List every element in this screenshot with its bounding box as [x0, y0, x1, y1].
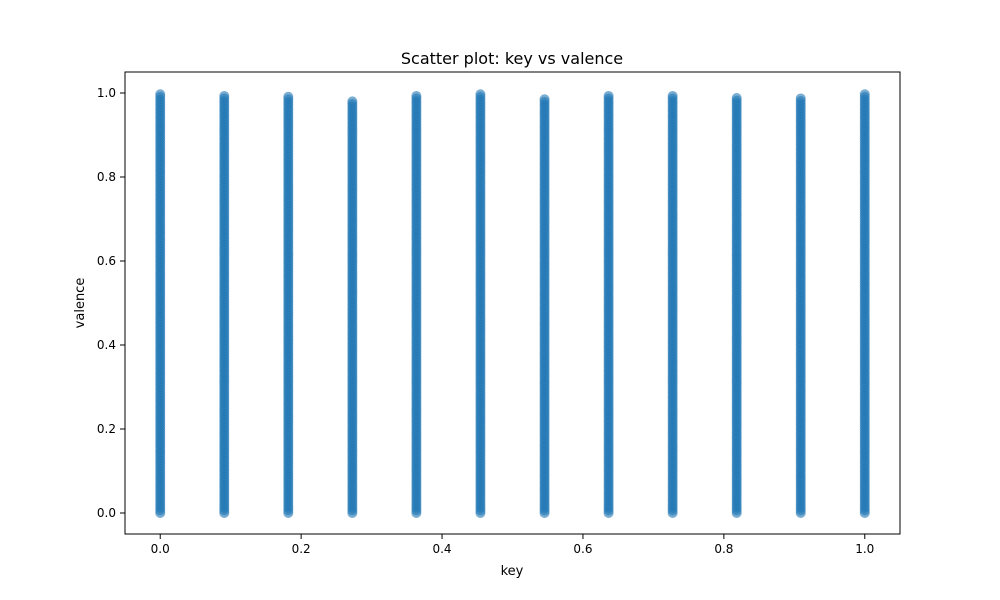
- x-tick-label: 0.2: [292, 542, 311, 556]
- scatter-point: [731, 93, 742, 104]
- scatter-point: [283, 91, 294, 102]
- scatter-point: [859, 89, 870, 100]
- scatter-point: [347, 96, 358, 107]
- x-tick-label: 1.0: [855, 542, 874, 556]
- scatter-point: [795, 93, 806, 104]
- plot-frame: [124, 71, 901, 535]
- y-tick-label: 0.2: [97, 422, 116, 436]
- x-axis: 0.0 0.2 0.4 0.6 0.8 1.0: [151, 534, 874, 556]
- chart-title: Scatter plot: key vs valence: [401, 49, 623, 68]
- x-tick-label: 0.0: [151, 542, 170, 556]
- scatter-point: [219, 90, 230, 101]
- scatter-point: [603, 90, 614, 101]
- y-axis: 0.0 0.2 0.4 0.6 0.8 1.0: [97, 86, 125, 520]
- scatter-point: [667, 90, 678, 101]
- scatter-point: [475, 89, 486, 100]
- scatter-point: [539, 94, 550, 105]
- y-tick-label: 0.0: [97, 506, 116, 520]
- scatter-point: [411, 90, 422, 101]
- y-tick-label: 0.4: [97, 338, 116, 352]
- x-tick-label: 0.4: [432, 542, 451, 556]
- scatter-point: [155, 89, 166, 100]
- data-points: [155, 89, 870, 518]
- x-tick-label: 0.8: [714, 542, 733, 556]
- y-tick-label: 0.6: [97, 254, 116, 268]
- y-tick-label: 0.8: [97, 170, 116, 184]
- x-tick-label: 0.6: [573, 542, 592, 556]
- y-tick-label: 1.0: [97, 86, 116, 100]
- y-axis-label: valence: [73, 278, 88, 329]
- x-axis-label: key: [501, 564, 524, 579]
